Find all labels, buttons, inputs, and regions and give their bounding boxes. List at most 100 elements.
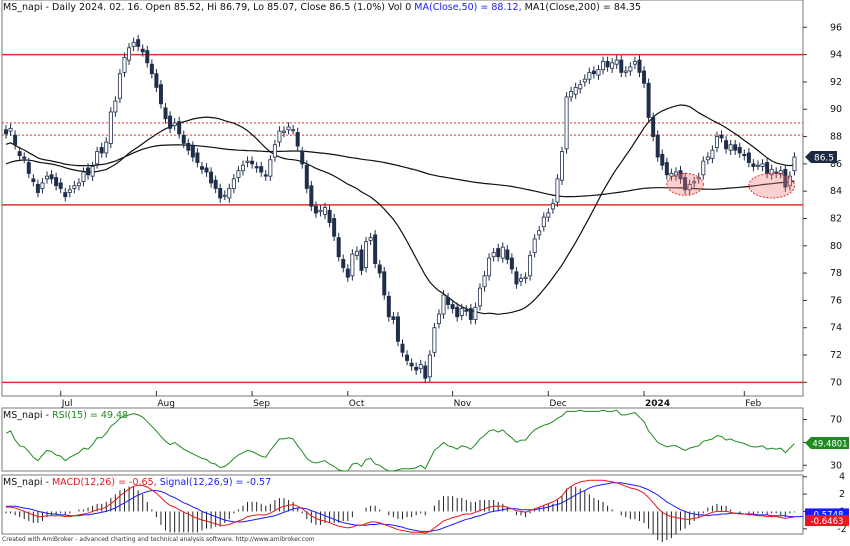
candle-body bbox=[154, 73, 159, 88]
macd-y-tick-label: 2 bbox=[839, 489, 845, 500]
macd-title-prefix: MS_napi - bbox=[3, 477, 52, 488]
candle-body bbox=[327, 209, 332, 223]
price-y-tick-label: 96 bbox=[830, 22, 842, 33]
macd-line bbox=[6, 479, 795, 534]
candle-body bbox=[660, 153, 665, 166]
x-tick-label: Feb bbox=[745, 399, 761, 409]
candle-body bbox=[673, 171, 678, 177]
rsi-last-value-marker bbox=[805, 436, 849, 449]
price-y-tick-label: 72 bbox=[830, 350, 842, 361]
rsi-title-prefix: MS_napi - bbox=[3, 410, 52, 421]
last-price-label: 86.5 bbox=[814, 154, 834, 164]
footer-credit: Created with AmiBroker - advanced charti… bbox=[2, 536, 315, 543]
candle-body bbox=[464, 309, 469, 312]
ma200-line bbox=[5, 142, 795, 198]
candle-body bbox=[710, 149, 715, 159]
candle-body bbox=[26, 162, 31, 174]
candle-body bbox=[58, 182, 63, 189]
candle-body bbox=[514, 271, 519, 285]
candle-body bbox=[496, 248, 501, 258]
candle-body bbox=[113, 100, 118, 113]
candle-body bbox=[678, 170, 683, 180]
candle-body bbox=[632, 61, 637, 65]
candle-body bbox=[377, 264, 382, 274]
price-title: MS_napi - Daily 2024. 02. 16. Open 85.52… bbox=[3, 2, 641, 13]
candle-body bbox=[628, 66, 633, 72]
candle-body bbox=[350, 253, 355, 277]
candle-body bbox=[45, 175, 50, 180]
candle-body bbox=[587, 71, 592, 80]
candle-body bbox=[272, 144, 277, 158]
candle-body bbox=[746, 152, 751, 163]
rsi-y-tick-label: 70 bbox=[830, 414, 842, 425]
candle-body bbox=[409, 362, 414, 367]
candle-body bbox=[218, 188, 223, 199]
candle-body bbox=[477, 287, 482, 307]
candle-body bbox=[391, 316, 396, 320]
price-y-tick-label: 80 bbox=[830, 241, 842, 252]
candle-body bbox=[336, 237, 341, 258]
candle-body bbox=[313, 205, 318, 214]
price-y-tick-label: 90 bbox=[830, 104, 842, 115]
price-y-tick-label: 86 bbox=[830, 159, 842, 170]
price-y-tick-label: 88 bbox=[830, 132, 842, 143]
candle-body bbox=[569, 91, 574, 98]
candle-body bbox=[386, 295, 391, 318]
candle-body bbox=[760, 163, 765, 167]
candle-body bbox=[714, 136, 719, 148]
price-y-tick-label: 74 bbox=[830, 323, 842, 334]
x-tick-label: Jul bbox=[61, 399, 73, 409]
candle-body bbox=[473, 306, 478, 320]
candle-body bbox=[418, 364, 423, 370]
rsi-line bbox=[5, 409, 795, 472]
candle-body bbox=[591, 70, 596, 75]
candle-body bbox=[227, 188, 232, 199]
candle-body bbox=[778, 170, 783, 174]
candle-body bbox=[683, 177, 688, 191]
candle-body bbox=[441, 294, 446, 315]
candle-body bbox=[500, 246, 505, 259]
candle-body bbox=[518, 278, 523, 282]
candle-body bbox=[455, 306, 460, 318]
candle-body bbox=[222, 194, 227, 197]
candle-body bbox=[168, 115, 173, 129]
candle-body bbox=[181, 134, 186, 144]
candle-body bbox=[54, 177, 59, 187]
candle-body bbox=[573, 86, 578, 95]
candle-body bbox=[687, 183, 692, 191]
candle-body bbox=[300, 151, 305, 165]
candle-body bbox=[468, 308, 473, 320]
price-title-ma50: MA(Close,50) = 88.12, bbox=[414, 2, 524, 13]
macd-y-tick-label: 4 bbox=[839, 472, 845, 483]
macd-y-tick-label: -2 bbox=[837, 524, 846, 535]
candle-body bbox=[99, 147, 104, 154]
x-tick-label: Aug bbox=[157, 399, 175, 409]
rsi-title-value: RSI(15) = 49.48 bbox=[52, 410, 128, 421]
candle-body bbox=[395, 316, 400, 342]
rsi-panel-frame bbox=[1, 407, 804, 472]
candle-body bbox=[332, 218, 337, 237]
candle-body bbox=[382, 271, 387, 296]
candle-body bbox=[651, 117, 656, 137]
candle-body bbox=[81, 171, 86, 183]
candle-body bbox=[172, 122, 177, 127]
candle-body bbox=[195, 152, 200, 163]
candle-body bbox=[359, 249, 364, 271]
candle-body bbox=[13, 134, 18, 146]
candle-body bbox=[17, 151, 22, 157]
rsi-last-value-label: 49.4801 bbox=[812, 439, 847, 449]
macd-title: MS_napi - MACD(12,26) = -0.65, Signal(12… bbox=[3, 477, 271, 488]
macd-last-value-label: -0.6463 bbox=[811, 517, 844, 527]
macd-title-value: MACD(12,26) = -0.65, bbox=[52, 477, 160, 488]
candle-body bbox=[532, 238, 537, 254]
candle-body bbox=[705, 156, 710, 161]
candle-body bbox=[127, 47, 132, 61]
candle-body bbox=[368, 237, 373, 241]
candle-body bbox=[560, 151, 565, 181]
price-y-tick-label: 76 bbox=[830, 295, 842, 306]
candle-body bbox=[72, 185, 77, 189]
price-title-ma200: MA1(Close,200) = 84.35 bbox=[525, 2, 641, 13]
candle-body bbox=[4, 129, 8, 135]
candle-body bbox=[482, 275, 487, 288]
